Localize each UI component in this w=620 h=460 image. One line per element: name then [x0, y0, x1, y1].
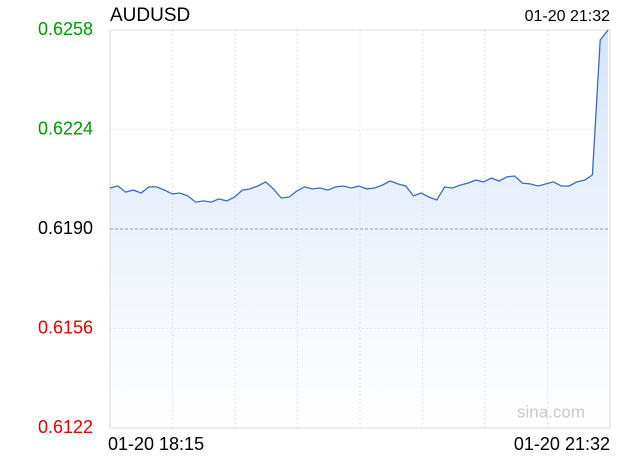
chart-title: AUDUSD [110, 5, 190, 26]
y-tick-label: 0.6156 [38, 317, 93, 337]
y-tick-label: 0.6122 [38, 417, 93, 437]
y-tick-label: 0.6190 [38, 218, 93, 238]
watermark: sina.com [517, 402, 585, 421]
y-tick-label: 0.6258 [38, 19, 93, 39]
x-tick-label: 01-20 21:32 [514, 434, 610, 454]
y-tick-label: 0.6224 [38, 118, 93, 138]
price-line [109, 29, 609, 203]
x-tick-label: 01-20 18:15 [108, 434, 204, 454]
time-label: 01-20 21:32 [525, 8, 611, 25]
